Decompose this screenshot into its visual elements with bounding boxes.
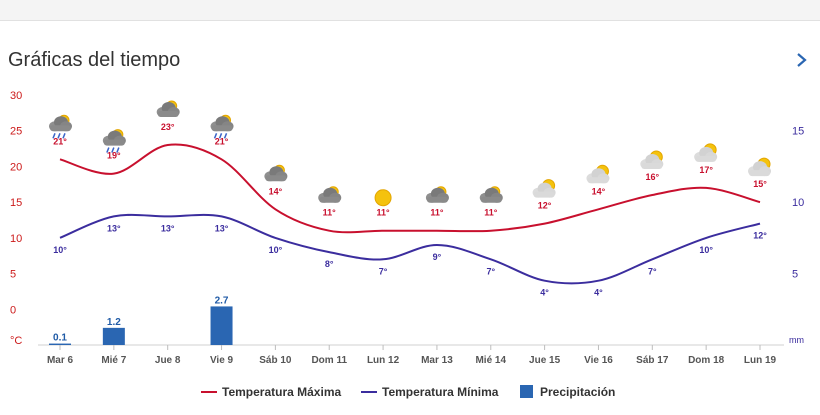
y2-axis-unit: mm bbox=[789, 335, 804, 345]
min-temp-label: 10° bbox=[53, 245, 67, 255]
cloud-part bbox=[587, 177, 609, 184]
page-title: Gráficas del tiempo bbox=[8, 49, 181, 71]
cloud-part bbox=[480, 196, 502, 203]
precipitation-bar bbox=[210, 306, 233, 345]
max-temp-label: 23° bbox=[161, 122, 175, 132]
precipitation-label: 1.2 bbox=[107, 317, 121, 328]
top-bar bbox=[0, 0, 820, 21]
y2-tick-label: 10 bbox=[792, 197, 804, 209]
min-temp-label: 10° bbox=[269, 245, 283, 255]
precipitation-bar bbox=[49, 343, 71, 345]
rain-drop bbox=[111, 147, 115, 153]
y-tick-label: 30 bbox=[10, 90, 22, 102]
precipitation-label: 0.1 bbox=[53, 333, 67, 344]
min-temp-label: 8° bbox=[325, 259, 334, 269]
precipitation-label: 2.7 bbox=[215, 295, 229, 306]
x-tick-label: Jue 15 bbox=[529, 355, 561, 366]
cloud-part bbox=[103, 139, 125, 146]
max-temp-label: 21° bbox=[53, 136, 67, 146]
y-tick-label: 20 bbox=[10, 161, 22, 173]
y-tick-label: 0 bbox=[10, 304, 16, 316]
cloud-part bbox=[426, 196, 448, 203]
max-temp-label: 21° bbox=[215, 136, 229, 146]
max-temp-label: 11° bbox=[484, 208, 498, 218]
cloud-part bbox=[319, 196, 341, 203]
x-tick-label: Sáb 17 bbox=[636, 355, 669, 366]
x-tick-label: Vie 9 bbox=[210, 355, 234, 366]
min-temp-label: 7° bbox=[379, 266, 388, 276]
rain-drop bbox=[116, 147, 120, 153]
min-temp-label: 10° bbox=[699, 245, 713, 255]
x-tick-label: Mié 7 bbox=[101, 355, 126, 366]
rain-drop bbox=[213, 133, 218, 139]
min-temp-label: 13° bbox=[161, 223, 175, 233]
rain-drop bbox=[52, 133, 56, 139]
max-temp-label: 15° bbox=[753, 179, 767, 189]
x-tick-label: Mié 14 bbox=[475, 355, 506, 366]
cloud-part bbox=[157, 111, 179, 117]
x-tick-label: Sáb 10 bbox=[259, 355, 292, 366]
max-temp-label: 12° bbox=[538, 201, 552, 211]
legend-max-label: Temperatura Máxima bbox=[222, 385, 341, 399]
cloud-part bbox=[211, 125, 233, 132]
y-tick-label: 5 bbox=[10, 269, 16, 281]
legend-precip-swatch bbox=[520, 385, 533, 398]
legend-min-label: Temperatura Mínima bbox=[382, 385, 499, 399]
x-tick-label: Dom 18 bbox=[688, 355, 725, 366]
rain-drop bbox=[106, 147, 110, 153]
min-temp-label: 9° bbox=[433, 252, 442, 262]
cloud-part bbox=[50, 125, 71, 132]
max-temp-label: 14° bbox=[592, 186, 606, 196]
y2-tick-label: 15 bbox=[792, 126, 804, 138]
min-temp-label: 13° bbox=[107, 223, 121, 233]
max-temp-label: 16° bbox=[645, 172, 659, 182]
cloud-part bbox=[749, 170, 770, 177]
x-tick-label: Jue 8 bbox=[155, 355, 181, 366]
max-temp-label: 11° bbox=[430, 208, 444, 218]
max-temp-line bbox=[59, 143, 761, 234]
max-temp-label: 19° bbox=[107, 151, 121, 161]
y-tick-label: 15 bbox=[10, 197, 22, 209]
cloud-part bbox=[695, 155, 717, 162]
x-tick-label: Dom 11 bbox=[311, 355, 347, 366]
y-axis-unit: °C bbox=[10, 335, 22, 347]
chevron-right-icon[interactable] bbox=[795, 50, 809, 70]
precipitation-bar bbox=[102, 327, 125, 345]
rain-drop bbox=[218, 133, 223, 139]
sun-disc bbox=[374, 189, 392, 207]
x-tick-label: Vie 16 bbox=[584, 355, 613, 366]
x-tick-label: Lun 19 bbox=[744, 355, 777, 366]
max-temp-label: 11° bbox=[377, 208, 391, 218]
y-tick-label: 25 bbox=[10, 126, 22, 138]
min-temp-label: 4° bbox=[594, 288, 603, 298]
min-temp-line bbox=[59, 213, 761, 285]
min-temp-label: 7° bbox=[648, 266, 657, 276]
x-tick-label: Lun 12 bbox=[367, 355, 400, 366]
rain-drop bbox=[57, 133, 61, 139]
y-tick-label: 10 bbox=[10, 233, 22, 245]
x-tick-label: Mar 13 bbox=[421, 355, 453, 366]
min-temp-label: 7° bbox=[486, 266, 495, 276]
min-temp-label: 12° bbox=[753, 231, 767, 241]
cloud-part bbox=[641, 163, 663, 169]
max-temp-label: 11° bbox=[323, 208, 337, 218]
max-temp-label: 17° bbox=[699, 165, 713, 175]
legend-precip-label: Precipitación bbox=[540, 385, 615, 399]
cloud-part bbox=[533, 191, 555, 198]
x-tick-label: Mar 6 bbox=[47, 355, 74, 366]
rain-drop bbox=[62, 133, 66, 139]
rain-drop bbox=[223, 133, 228, 139]
min-temp-label: 4° bbox=[540, 288, 549, 298]
min-temp-label: 13° bbox=[215, 223, 229, 233]
y2-tick-label: 5 bbox=[792, 269, 798, 281]
max-temp-label: 14° bbox=[269, 186, 283, 196]
cloud-part bbox=[265, 175, 287, 182]
